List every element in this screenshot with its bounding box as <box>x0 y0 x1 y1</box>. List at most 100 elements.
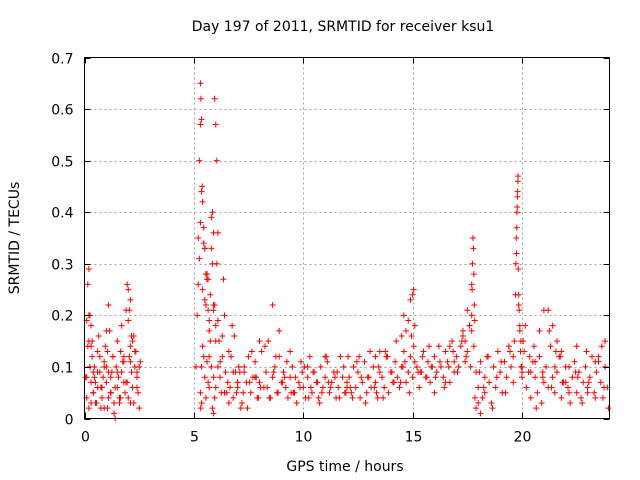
data-point <box>510 379 517 386</box>
data-point <box>428 363 435 370</box>
data-point <box>470 271 477 278</box>
data-point <box>245 353 252 360</box>
data-point <box>230 369 237 376</box>
data-point <box>212 121 219 128</box>
data-point <box>566 363 573 370</box>
data-point <box>109 353 116 360</box>
data-point <box>136 363 143 370</box>
data-point <box>513 224 520 231</box>
data-point <box>229 322 236 329</box>
data-point <box>372 353 379 360</box>
data-point <box>204 358 210 365</box>
y-tick-label: 0.2 <box>51 309 73 325</box>
data-point <box>117 348 124 355</box>
data-point <box>602 363 609 370</box>
data-point <box>450 348 457 355</box>
data-point <box>469 260 476 267</box>
data-point <box>354 369 361 376</box>
data-point <box>520 338 527 345</box>
data-point <box>287 348 294 355</box>
data-point <box>125 317 132 324</box>
data-point <box>417 369 424 376</box>
data-point <box>359 379 366 386</box>
data-point <box>206 317 213 324</box>
data-point <box>381 384 388 391</box>
data-point <box>433 369 440 376</box>
data-point <box>202 302 209 309</box>
data-point <box>554 369 560 376</box>
data-point <box>595 353 602 360</box>
data-point <box>263 369 270 376</box>
data-point <box>85 338 92 345</box>
data-point <box>325 379 332 386</box>
data-point <box>214 229 221 236</box>
data-point <box>322 374 329 381</box>
data-point <box>514 188 521 195</box>
x-tick-label: 10 <box>295 430 313 446</box>
data-point <box>134 369 140 376</box>
data-point <box>459 332 466 339</box>
data-point <box>96 353 103 360</box>
data-point <box>512 260 519 267</box>
data-point <box>224 379 231 386</box>
data-point <box>193 363 200 370</box>
data-point <box>272 353 279 360</box>
data-point <box>126 307 133 314</box>
data-point <box>284 394 291 401</box>
data-point <box>597 379 604 386</box>
y-axis-ticks: 0 0.1 0.2 0.3 0.4 0.5 0.6 0.7 <box>51 52 610 429</box>
data-point <box>305 394 312 401</box>
data-point <box>102 343 109 350</box>
data-point <box>423 374 430 381</box>
x-axis-ticks: 0 5 10 15 20 <box>81 57 531 446</box>
data-point <box>271 363 278 370</box>
data-point <box>508 363 515 370</box>
data-point <box>391 379 398 386</box>
data-point <box>409 374 416 381</box>
data-point <box>214 363 221 370</box>
data-point <box>466 322 473 329</box>
data-point <box>476 369 483 376</box>
data-point <box>589 353 595 360</box>
data-point <box>107 389 114 396</box>
data-point <box>281 374 288 381</box>
data-point <box>379 374 385 381</box>
data-point <box>247 389 254 396</box>
data-point <box>444 358 451 365</box>
data-point <box>398 332 405 339</box>
data-point <box>551 389 558 396</box>
data-point <box>409 291 416 298</box>
data-point <box>514 178 521 185</box>
x-tick-label: 15 <box>405 430 423 446</box>
data-point <box>219 332 226 339</box>
chart-title: Day 197 of 2011, SRMTID for receiver ksu… <box>192 19 495 35</box>
data-point <box>489 405 496 412</box>
data-point <box>534 389 541 396</box>
data-point <box>582 363 589 370</box>
data-point <box>519 369 525 376</box>
data-point <box>220 276 227 283</box>
data-point <box>324 358 331 365</box>
data-point <box>584 389 591 396</box>
data-point <box>113 363 120 370</box>
data-point <box>526 353 533 360</box>
data-point <box>468 312 475 319</box>
data-point <box>531 343 538 350</box>
data-point <box>241 369 248 376</box>
data-point <box>217 374 224 381</box>
data-point <box>269 374 276 381</box>
data-points <box>82 80 612 422</box>
data-point <box>342 389 349 396</box>
data-point <box>88 322 95 329</box>
data-point <box>401 358 408 365</box>
data-point <box>601 384 608 391</box>
data-point <box>361 358 368 365</box>
data-point <box>514 204 521 211</box>
data-point <box>131 348 138 355</box>
data-point <box>210 410 217 417</box>
data-point <box>104 348 111 355</box>
data-point <box>266 394 273 401</box>
data-point <box>103 327 110 334</box>
data-point <box>114 384 121 391</box>
data-point <box>276 327 283 334</box>
